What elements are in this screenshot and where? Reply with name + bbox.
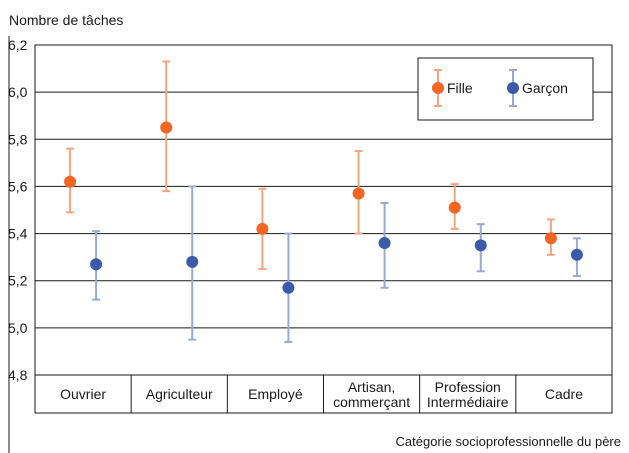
- category-label: Agriculteur: [146, 386, 213, 402]
- legend-marker: [507, 82, 519, 94]
- legend-label: Garçon: [522, 80, 568, 96]
- data-point: [448, 201, 461, 214]
- data-point: [378, 237, 391, 249]
- y-tick-labels: 4,8 5,0 5,2 5,4 5,6 5,8 6,0 6,2: [8, 37, 28, 383]
- data-point: [570, 248, 583, 261]
- y-tick-label: 5,8: [8, 131, 28, 147]
- data-point: [544, 232, 557, 245]
- data-point: [282, 281, 295, 294]
- data-point: [160, 121, 173, 134]
- legend-marker: [432, 82, 444, 94]
- y-tick-label: 5,4: [8, 226, 28, 242]
- data-point: [90, 258, 103, 271]
- data-point: [474, 239, 487, 252]
- y-tick-label: 6,0: [8, 84, 28, 100]
- y-tick-label: 5,2: [8, 273, 28, 289]
- y-axis-title: Nombre de tâches: [9, 12, 123, 28]
- y-tick-label: 6,2: [8, 37, 28, 53]
- gridlines: [35, 91, 612, 329]
- data-point: [256, 222, 269, 235]
- legend-label: Fille: [447, 80, 473, 96]
- category-label: Cadre: [545, 386, 583, 402]
- category-row: Ouvrier Agriculteur Employé Artisan, commerç…: [35, 374, 612, 413]
- category-label: Profession Intermédiaire: [427, 379, 509, 410]
- category-label: Ouvrier: [60, 386, 106, 402]
- legend-item: Fille: [432, 69, 473, 107]
- data-point: [186, 255, 199, 268]
- data-point: [64, 175, 77, 188]
- x-axis-title: Catégorie socioprofessionnelle du père: [396, 434, 621, 449]
- category-label: Artisan, commerçant: [333, 379, 410, 410]
- data-points: [64, 121, 583, 294]
- y-tick-label: 5,0: [8, 320, 28, 336]
- legend-box: [417, 57, 594, 121]
- y-tick-label: 4,8: [8, 367, 28, 383]
- y-tick-label: 5,6: [8, 178, 28, 194]
- legend-item: Garçon: [507, 69, 568, 107]
- data-point: [352, 187, 365, 200]
- category-label: Employé: [248, 386, 303, 402]
- legend: Fille Garçon: [417, 57, 594, 121]
